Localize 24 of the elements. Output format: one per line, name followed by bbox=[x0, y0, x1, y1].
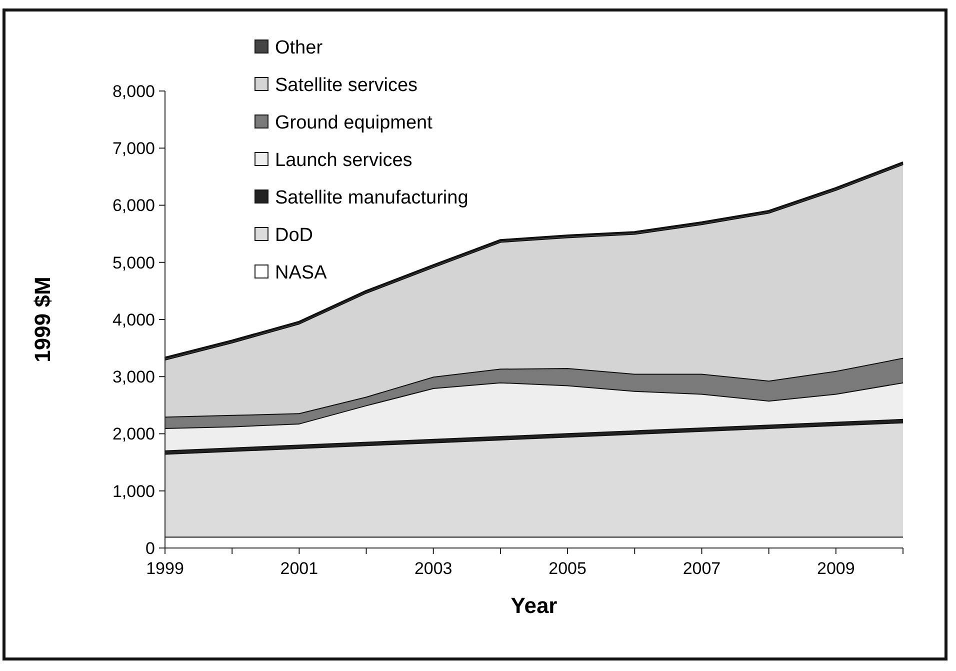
y-tick-label: 7,000 bbox=[112, 139, 155, 158]
y-tick-label: 2,000 bbox=[112, 424, 155, 444]
x-tick-label: 2003 bbox=[414, 559, 452, 578]
legend-label: DoD bbox=[275, 225, 314, 246]
y-tick-label: 6,000 bbox=[112, 196, 155, 216]
y-tick-label: 1,000 bbox=[112, 482, 155, 501]
y-axis-title: 1999 $M bbox=[30, 276, 55, 362]
y-tick-label: 0 bbox=[146, 538, 155, 558]
y-tick-label: 5,000 bbox=[112, 253, 155, 272]
x-tick-label: 2007 bbox=[682, 559, 721, 578]
x-tick-label: 2009 bbox=[816, 559, 855, 578]
legend-label: Other bbox=[275, 38, 324, 59]
x-tick-label: 2005 bbox=[548, 559, 586, 578]
x-tick-label: 2001 bbox=[280, 559, 318, 578]
legend-label: Launch services bbox=[275, 150, 412, 172]
y-tick-label: 8,000 bbox=[112, 82, 155, 101]
legend-label: Satellite services bbox=[275, 75, 418, 96]
legend-label: Ground equipment bbox=[275, 112, 434, 134]
y-tick-label: 4,000 bbox=[112, 310, 155, 330]
x-axis-title: Year bbox=[510, 593, 558, 618]
legend-label: Satellite manufacturing bbox=[275, 188, 468, 209]
x-tick-label: 1999 bbox=[146, 559, 184, 578]
legend-label: NASA bbox=[275, 262, 328, 284]
y-tick-label: 3,000 bbox=[112, 368, 155, 387]
